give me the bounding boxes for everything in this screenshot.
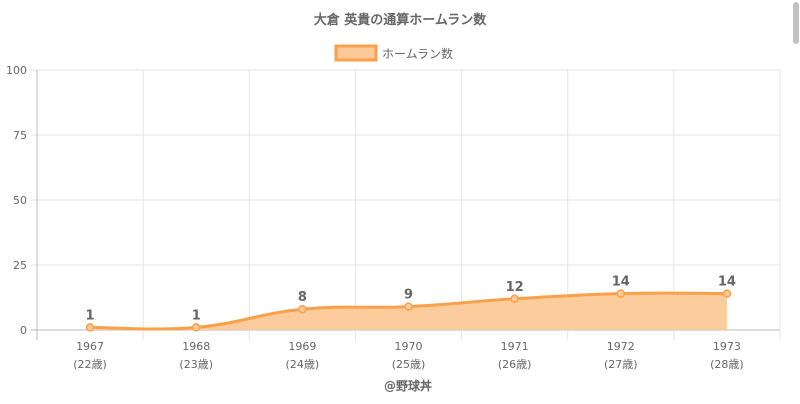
x-tick-sublabel: (26歳)	[498, 358, 532, 371]
data-point	[85, 323, 95, 332]
x-tick-label: 1973	[713, 340, 741, 353]
data-point	[616, 289, 626, 298]
data-point	[510, 294, 519, 304]
y-tick-label: 50	[13, 194, 27, 207]
x-tick-sublabel: (27歳)	[604, 358, 638, 371]
y-axis-ticks: 0 25 50 75 100	[6, 64, 27, 337]
grid	[31, 69, 781, 340]
x-tick-sublabel: (22歳)	[73, 358, 107, 371]
data-point	[722, 289, 732, 298]
x-tick-sublabel: (25歳)	[392, 358, 426, 371]
x-tick-label: 1968	[182, 340, 210, 353]
data-point	[404, 302, 413, 311]
data-label: 14	[718, 275, 736, 290]
data-label: 1	[192, 308, 201, 323]
x-tick-label: 1969	[288, 340, 316, 353]
data-label: 12	[506, 280, 524, 295]
x-tick-sublabel: (23歳)	[179, 358, 213, 371]
x-tick-label: 1967	[76, 340, 104, 353]
page-scrollbar[interactable]	[792, 0, 800, 400]
scrollbar-thumb[interactable]	[793, 2, 799, 44]
y-tick-label: 75	[13, 129, 27, 142]
x-tick-label: 1972	[607, 340, 635, 353]
x-tick-label: 1970	[395, 340, 423, 353]
data-labels: 1 1 8 9 12 14 14	[86, 275, 736, 324]
area-fill	[90, 293, 727, 330]
data-label: 14	[612, 275, 630, 290]
data-point	[298, 304, 307, 314]
y-tick-label: 0	[20, 324, 27, 337]
data-label: 1	[86, 308, 95, 323]
legend[interactable]: ホームラン数	[334, 44, 453, 62]
data-points	[85, 289, 732, 332]
data-label: 8	[298, 290, 307, 305]
x-tick-label: 1971	[501, 340, 529, 353]
chart-footer: @野球丼	[384, 378, 432, 393]
x-axis-ticks: 1967 (22歳) 1968 (23歳) 1969 (24歳) 1970 (25歳) 1971…	[73, 340, 743, 371]
y-tick-label: 25	[13, 259, 27, 272]
x-tick-sublabel: (28歳)	[710, 358, 744, 371]
data-point	[191, 323, 201, 332]
legend-label: ホームラン数	[382, 46, 453, 61]
x-tick-sublabel: (24歳)	[286, 358, 320, 371]
y-tick-label: 100	[6, 64, 27, 77]
data-label: 9	[404, 288, 413, 303]
legend-swatch	[334, 44, 378, 62]
chart-title: 大倉 英貴の通算ホームラン数	[314, 12, 487, 28]
